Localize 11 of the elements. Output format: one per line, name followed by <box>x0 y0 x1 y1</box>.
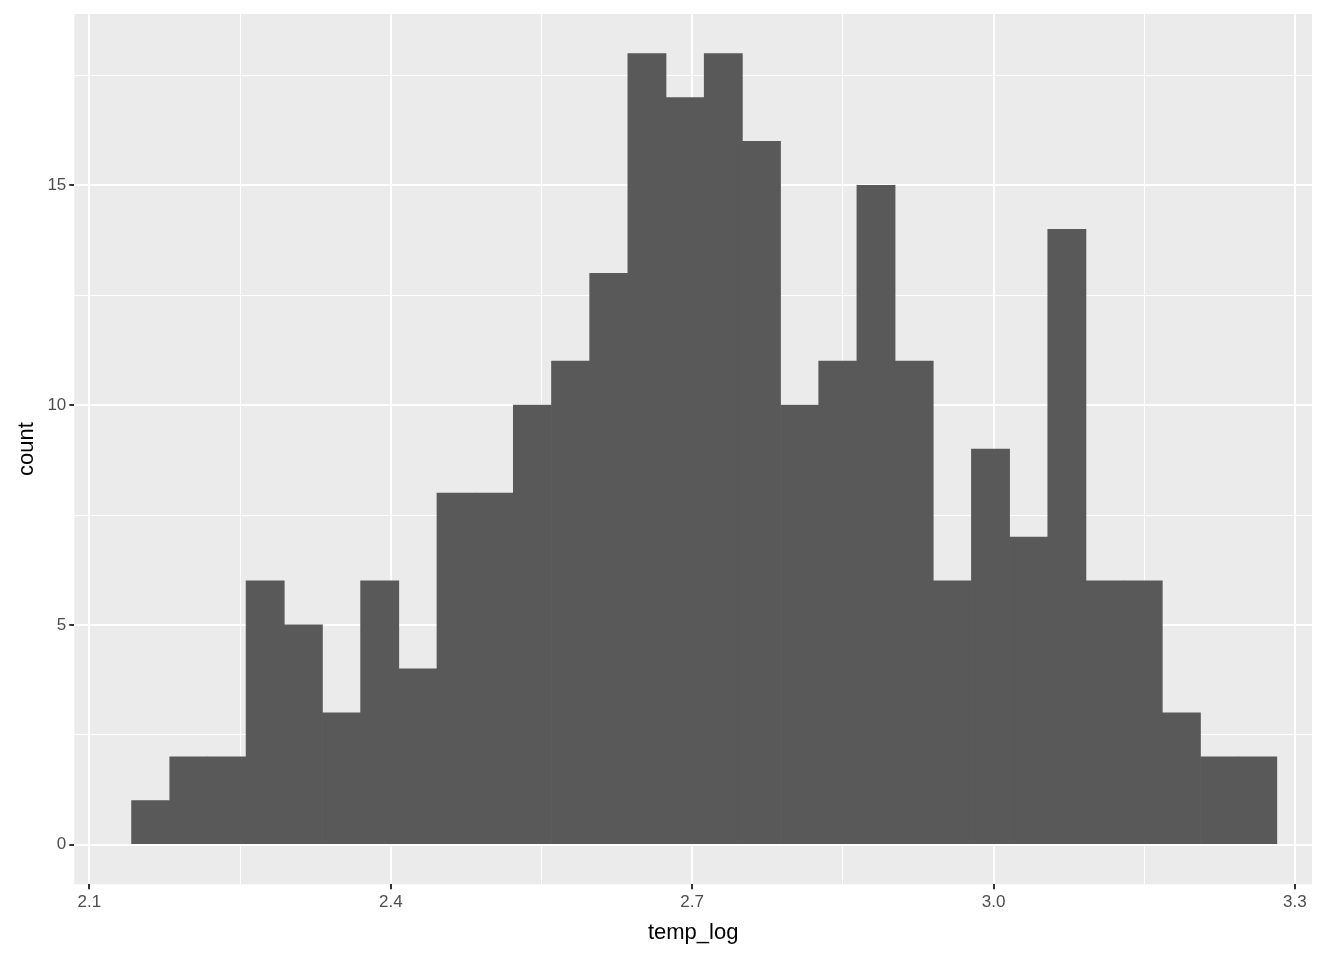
x-axis-title: temp_log <box>647 918 739 944</box>
x-tick-label: 3.0 <box>981 892 1006 912</box>
y-tick-label: 10 <box>47 394 67 414</box>
y-tick-label: 0 <box>56 834 67 854</box>
x-tick-label: 3.3 <box>1283 892 1307 912</box>
y-tick-label: 5 <box>56 614 67 634</box>
y-tick-label: 15 <box>47 175 67 195</box>
x-tick-label: 2.7 <box>680 892 704 912</box>
x-tick-label: 2.1 <box>77 892 102 912</box>
x-tick-label: 2.4 <box>378 892 403 912</box>
y-axis-title: count <box>13 422 39 477</box>
